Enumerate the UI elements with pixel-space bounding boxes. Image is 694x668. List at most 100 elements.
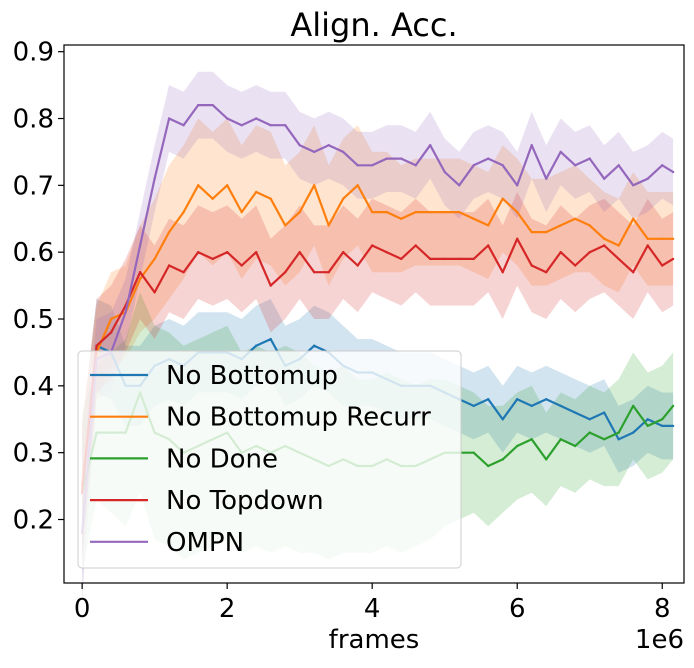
point-no-bottomup (269, 337, 272, 341)
point-no-bottomup (487, 398, 490, 401)
point-no-bottomup-recurr (458, 210, 461, 214)
point-ompn (269, 124, 272, 127)
point-no-bottomup-recurr (414, 210, 417, 214)
point-no-bottomup-recurr (211, 197, 214, 200)
point-no-done (588, 431, 591, 434)
point-no-done (530, 438, 533, 441)
point-no-done (516, 444, 519, 448)
point-ompn (574, 164, 577, 167)
point-no-bottomup (545, 398, 548, 401)
point-no-bottomup (516, 398, 519, 401)
point-no-bottomup (559, 404, 562, 408)
point-ompn (385, 157, 388, 160)
ticks-layer: 0 2 4 6 8 0.2 0.3 0.4 0.5 0.6 0.7 0.8 0.9 (13, 38, 671, 624)
y-tick-label: 0.3 (13, 439, 54, 469)
point-ompn (603, 177, 606, 180)
point-ompn (487, 157, 490, 160)
point-ompn (153, 177, 156, 180)
point-no-done (603, 438, 606, 441)
point-ompn (400, 157, 403, 160)
point-ompn (226, 117, 229, 120)
point-ompn (559, 150, 562, 154)
point-ompn (661, 164, 664, 167)
point-no-bottomup-recurr (167, 230, 171, 234)
point-no-done (545, 458, 548, 461)
point-no-bottomup (472, 404, 475, 408)
point-no-bottomup-recurr (530, 230, 533, 234)
y-tick-label: 0.4 (13, 372, 54, 402)
point-ompn (429, 144, 432, 147)
point-no-bottomup-recurr (559, 224, 562, 227)
point-no-topdown (458, 257, 461, 261)
point-no-bottomup-recurr (313, 184, 316, 187)
legend-label-no-topdown: No Topdown (166, 486, 324, 516)
point-no-bottomup (255, 344, 258, 347)
point-no-bottomup (501, 418, 504, 421)
point-no-done (661, 418, 664, 421)
point-no-topdown (617, 257, 620, 261)
point-no-bottomup-recurr (342, 197, 345, 200)
point-no-topdown (632, 271, 635, 274)
point-no-bottomup-recurr (255, 190, 258, 194)
point-no-bottomup-recurr (632, 217, 635, 220)
point-no-topdown (153, 291, 156, 294)
point-no-done (472, 451, 475, 454)
point-no-bottomup-recurr (617, 244, 620, 247)
point-no-bottomup-recurr (400, 217, 403, 220)
point-no-done (632, 404, 635, 408)
point-no-topdown (516, 237, 519, 240)
point-ompn (182, 124, 185, 127)
band-no-topdown (82, 192, 674, 560)
point-ompn (530, 144, 533, 147)
point-no-topdown (559, 251, 562, 254)
point-no-done (617, 431, 620, 434)
point-no-bottomup-recurr (501, 197, 504, 200)
x-tick-label: 8 (654, 594, 671, 624)
point-ompn (545, 177, 548, 180)
point-no-bottomup-recurr (153, 257, 156, 261)
point-no-topdown (661, 264, 664, 267)
point-no-bottomup (646, 418, 649, 421)
point-no-topdown (255, 251, 258, 254)
point-no-bottomup (632, 431, 635, 434)
point-ompn (211, 103, 214, 107)
point-no-bottomup-recurr (661, 237, 664, 240)
point-no-topdown (356, 264, 359, 267)
point-ompn (443, 170, 446, 174)
legend-label-ompn: OMPN (166, 528, 244, 558)
point-no-bottomup-recurr (603, 237, 606, 240)
point-no-bottomup-recurr (269, 197, 272, 200)
point-no-topdown (487, 244, 490, 247)
chart-title: Align. Acc. (290, 6, 457, 44)
point-no-bottomup-recurr (487, 224, 490, 227)
point-no-topdown (211, 257, 214, 261)
point-ompn (342, 150, 345, 154)
point-ompn (632, 184, 635, 187)
point-no-bottomup-recurr (197, 184, 200, 187)
point-no-bottomup-recurr (138, 277, 142, 281)
band-no-bottomup-recurr (82, 118, 674, 553)
point-ompn (313, 150, 316, 154)
line-ompn (81, 103, 674, 533)
point-no-bottomup (617, 438, 620, 441)
point-no-topdown (429, 257, 432, 261)
x-offset-text: 1e6 (635, 625, 684, 655)
point-ompn (516, 184, 519, 187)
point-no-bottomup-recurr (472, 217, 475, 220)
point-no-bottomup (671, 424, 675, 428)
point-no-bottomup (603, 411, 606, 414)
point-ompn (298, 144, 301, 147)
point-ompn (671, 170, 675, 174)
point-no-topdown (197, 251, 200, 254)
point-no-bottomup-recurr (574, 217, 577, 220)
point-ompn (458, 184, 461, 187)
point-no-bottomup-recurr (240, 210, 243, 214)
point-ompn (371, 164, 374, 167)
point-ompn (646, 177, 649, 180)
legend-frame (77, 350, 462, 569)
point-no-bottomup (588, 418, 591, 421)
y-tick-label: 0.8 (13, 105, 54, 135)
point-no-topdown (342, 251, 345, 254)
point-no-topdown (269, 284, 272, 287)
point-ompn (124, 311, 127, 314)
